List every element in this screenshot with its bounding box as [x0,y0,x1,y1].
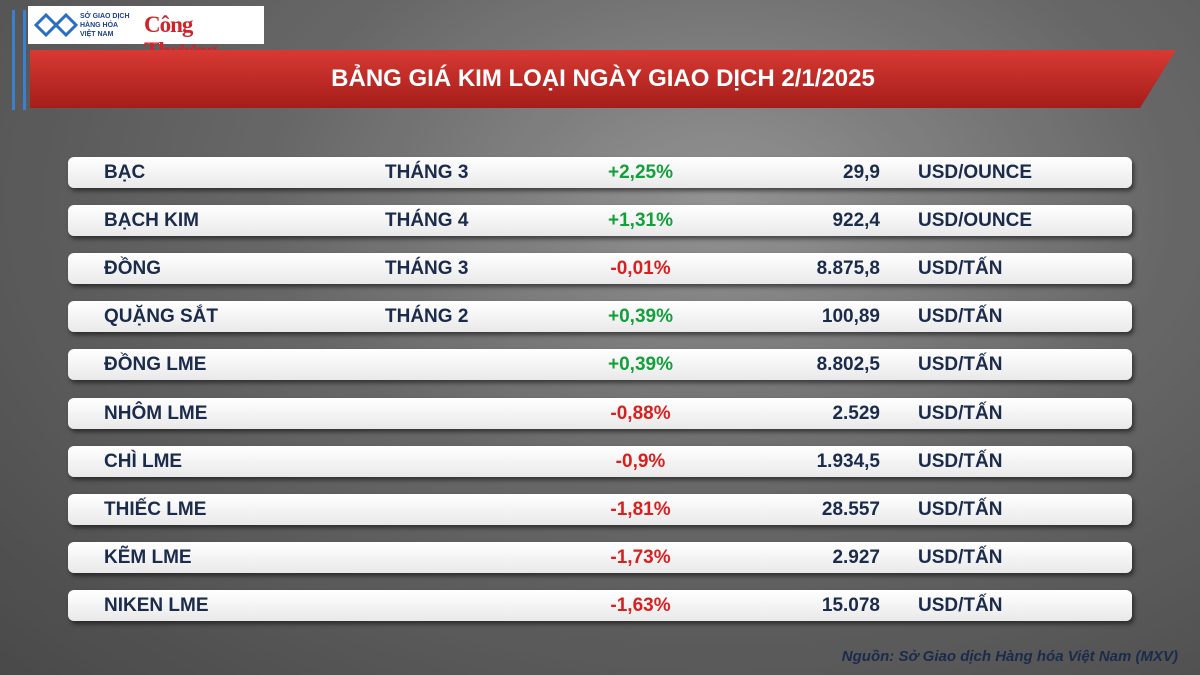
source: Nguồn: Sở Giao dịch Hàng hóa Việt Nam (M… [841,648,1178,665]
cell-price: 2.529 [832,402,880,424]
cell-unit: USD/TẤN [918,354,1003,376]
table-row: KẼM LME -1,73% 2.927 USD/TẤN [68,541,1132,573]
cell-name: BẠC [104,162,146,183]
exchange-line: VIỆT NAM [80,31,114,38]
cell-change: +2,25% [608,162,673,183]
cell-change: -1,81% [610,498,671,520]
cell-unit: USD/TẤN [918,450,1003,472]
cell-price: 28.557 [821,498,880,520]
exchange-line: SỞ GIAO DỊCH [80,13,130,20]
cell-unit: USD/TẤN [918,546,1003,568]
cell-unit: USD/OUNCE [918,162,1033,183]
table-row: NHÔM LME -0,88% 2.529 USD/TẤN [68,397,1132,429]
cell-price: 1.934,5 [816,450,880,472]
cell-name: THIẾC LME [104,498,207,520]
cell-unit: USD/TẤN [918,258,1003,280]
cell-name: KẼM LME [104,546,192,568]
table-row: CHÌ LME -0,9% 1.934,5 USD/TẤN [68,445,1132,477]
cell-price: 29,9 [843,162,880,183]
cell-name: NHÔM LME [104,402,208,424]
cell-unit: USD/TẤN [918,594,1003,616]
cell-change: -0,01% [610,258,671,280]
cell-month: THÁNG 4 [385,210,469,232]
exchange-name: SỞ GIAO DỊCH HÀNG HÓA VIỆT NAM [80,12,130,39]
table-row: QUẶNG SẮT THÁNG 2 +0,39% 100,89 USD/TẤN [68,301,1132,333]
exchange-icon [33,12,78,38]
table-row: ĐỒNG LME +0,39% 8.802,5 USD/TẤN [68,349,1132,381]
logo: SỞ GIAO DỊCH HÀNG HÓA VIỆT NAM Công Thươ… [28,6,264,63]
cell-name: ĐỒNG [104,258,161,280]
cell-price: 922,4 [832,210,880,232]
cell-name: BẠCH KIM [104,210,199,232]
exchange-line: HÀNG HÓA [80,22,119,29]
cell-change: +0,39% [608,306,673,328]
cell-name: NIKEN LME [104,594,209,616]
cell-price: 100,89 [821,306,880,328]
cell-price: 8.875,8 [816,258,880,280]
cell-month: THÁNG 3 [385,258,469,280]
cell-change: +1,31% [608,210,673,232]
cell-month: THÁNG 2 [385,306,469,328]
cell-change: -1,73% [610,546,671,568]
cell-price: 15.078 [821,594,880,616]
table-row: BẠCH KIM THÁNG 4 +1,31% 922,4 USD/OUNCE [68,205,1132,237]
cell-unit: USD/TẤN [918,306,1003,328]
cell-price: 2.927 [832,546,880,568]
cell-name: QUẶNG SẮT [104,306,218,328]
cell-change: -0,9% [615,450,666,472]
table-row: ĐỒNG THÁNG 3 -0,01% 8.875,8 USD/TẤN [68,253,1132,285]
title: BẢNG GIÁ KIM LOẠI NGÀY GIAO DỊCH 2/1/202… [331,65,875,92]
table-row: NIKEN LME -1,63% 15.078 USD/TẤN [68,589,1132,621]
cell-unit: USD/TẤN [918,498,1003,520]
cell-change: -0,88% [610,402,671,424]
cell-name: ĐỒNG LME [104,354,207,376]
cell-change: +0,39% [608,354,673,376]
cell-unit: USD/TẤN [918,402,1003,424]
cell-name: CHÌ LME [104,450,183,472]
title-banner [30,50,1176,108]
table-row: BẠC THÁNG 3 +2,25% 29,9 USD/OUNCE [68,157,1132,188]
table-row: THIẾC LME -1,81% 28.557 USD/TẤN [68,493,1132,525]
cell-month: THÁNG 3 [385,162,469,183]
decor-bars [12,10,26,110]
cell-unit: USD/OUNCE [918,210,1033,232]
cell-change: -1,63% [610,594,671,616]
cell-price: 8.802,5 [816,354,880,376]
